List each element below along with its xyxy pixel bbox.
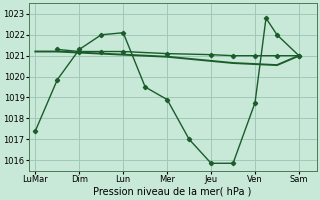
X-axis label: Pression niveau de la mer( hPa ): Pression niveau de la mer( hPa ) (93, 187, 252, 197)
